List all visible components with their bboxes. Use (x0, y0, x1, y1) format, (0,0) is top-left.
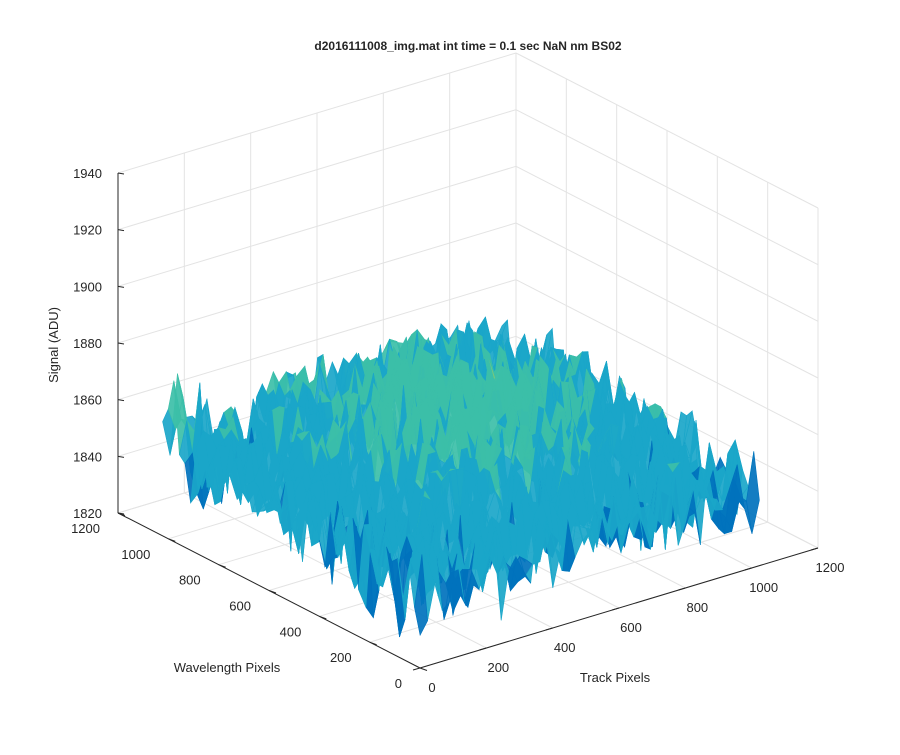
grid-line (515, 165, 819, 322)
y-tick-label: 400 (280, 624, 302, 639)
z-tick-label: 1940 (73, 166, 102, 181)
x-tick-mark (744, 567, 752, 571)
grid-line (515, 109, 819, 266)
y-tick-label: 200 (330, 650, 352, 665)
y-tick-label: 0 (395, 676, 402, 691)
y-tick-mark (218, 564, 226, 568)
y-tick-mark (419, 667, 428, 671)
y-tick-label: 600 (229, 599, 251, 614)
x-axis-label: Track Pixels (580, 670, 651, 685)
x-tick-labels: 0 200 400 600 800 1000 1200 (428, 560, 844, 695)
grid-line (515, 52, 819, 209)
z-tick-mark (117, 229, 125, 232)
axes (117, 172, 819, 671)
z-tick-mark (117, 455, 125, 458)
z-tick-mark (117, 172, 125, 175)
x-tick-label: 1200 (816, 560, 845, 575)
x-tick-label: 600 (620, 620, 642, 635)
x-tick-label: 800 (686, 600, 708, 615)
y-tick-mark (268, 590, 277, 594)
y-axis-label: Wavelength Pixels (174, 660, 281, 675)
grid-line (117, 109, 517, 231)
grid-line (117, 52, 517, 174)
z-tick-label: 1920 (73, 223, 102, 238)
z-tick-mark (117, 285, 125, 288)
x-tick-label: 200 (487, 660, 509, 675)
y-tick-mark (319, 615, 327, 620)
z-tick-label: 1880 (73, 336, 102, 351)
x-tick-mark (611, 607, 620, 611)
x-tick-mark (810, 547, 819, 551)
x-tick-label: 0 (428, 680, 435, 695)
y-tick-mark (117, 512, 126, 516)
x-tick-mark (545, 627, 553, 631)
grid-line (117, 222, 517, 344)
x-tick-mark (412, 667, 421, 671)
y-tick-label: 1000 (121, 547, 150, 562)
grid-line (117, 279, 517, 401)
z-tick-label: 1820 (73, 506, 102, 521)
grid-line (117, 165, 517, 287)
y-tick-mark (369, 641, 377, 646)
y-tick-label: 1200 (71, 521, 100, 536)
z-tick-mark (117, 399, 125, 402)
y-tick-mark (168, 538, 176, 542)
x-tick-mark (678, 587, 686, 591)
z-tick-label: 1900 (73, 279, 102, 294)
z-tick-label: 1840 (73, 449, 102, 464)
z-tick-label: 1860 (73, 393, 102, 408)
z-tick-labels: 1820 1840 1860 1880 1900 1920 1940 (73, 166, 102, 521)
surface-patch (414, 554, 428, 637)
grid-line (515, 222, 819, 379)
surface (162, 316, 760, 638)
grid-line (515, 279, 819, 436)
x-tick-mark (479, 647, 487, 651)
grid-line (369, 521, 768, 643)
y-tick-labels: 0 200 400 600 800 1000 1200 (71, 521, 402, 691)
x-tick-label: 400 (554, 640, 576, 655)
x-tick-label: 1000 (749, 580, 778, 595)
y-tick-label: 800 (179, 573, 201, 588)
z-axis-label: Signal (ADU) (46, 307, 61, 383)
z-tick-mark (117, 342, 125, 345)
chart-title: d2016111008_img.mat int time = 0.1 sec N… (314, 39, 621, 53)
